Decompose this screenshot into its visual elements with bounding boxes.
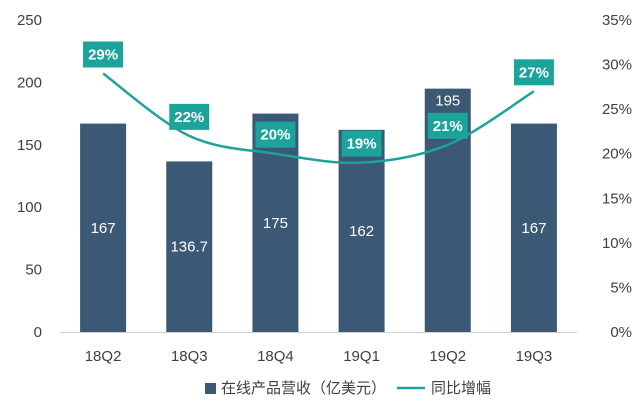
x-tick-label: 18Q3: [171, 348, 208, 365]
legend: 在线产品营收（亿美元） 同比增幅: [205, 380, 491, 397]
legend-label-bar: 在线产品营收（亿美元）: [221, 380, 386, 397]
right-tick-label: 20%: [602, 146, 632, 163]
x-tick-label: 19Q3: [516, 348, 553, 365]
right-tick-label: 30%: [602, 57, 632, 74]
line-value-label: 22%: [174, 109, 204, 126]
bar-19Q3: [510, 123, 557, 332]
bar-18Q4: [252, 113, 299, 332]
bar-value-label: 195: [435, 93, 460, 110]
left-tick-label: 150: [17, 137, 42, 154]
right-tick-label: 15%: [602, 190, 632, 207]
left-tick-label: 250: [17, 12, 42, 29]
bar-value-label: 162: [349, 223, 374, 240]
x-tick-label: 19Q1: [343, 348, 380, 365]
left-tick-label: 0: [34, 324, 42, 341]
right-tick-label: 5%: [610, 279, 632, 296]
bar-value-label: 175: [263, 215, 288, 232]
x-axis-ticks: 18Q2 18Q3 18Q4 19Q1 19Q2 19Q3: [85, 348, 553, 365]
line-label-box: [255, 121, 296, 148]
left-tick-label: 200: [17, 74, 42, 91]
x-tick-label: 19Q2: [429, 348, 466, 365]
right-axis-ticks: 0% 5% 10% 15% 20% 25% 30% 35%: [602, 12, 632, 341]
line-value-label: 29%: [88, 46, 118, 63]
right-tick-label: 35%: [602, 12, 632, 29]
line-label-box: [427, 112, 468, 139]
legend-swatch-bar: [205, 383, 216, 394]
line-value-label: 27%: [519, 64, 549, 81]
line-value-label: 20%: [260, 127, 290, 144]
line-label-box: [83, 41, 124, 68]
left-axis-ticks: 0 50 100 150 200 250: [17, 12, 42, 341]
right-tick-label: 25%: [602, 101, 632, 118]
right-tick-label: 10%: [602, 235, 632, 252]
bar-value-label: 167: [91, 220, 116, 237]
line-value-label: 19%: [347, 136, 377, 153]
bar-value-labels: 167 136.7 175 162 195 167: [91, 93, 547, 256]
line-label-box: [513, 59, 554, 86]
line-label-box: [341, 130, 382, 157]
line-value-labels: 29% 22% 20% 19% 21% 27%: [83, 41, 554, 157]
bar-18Q3: [166, 161, 213, 332]
bar-18Q2: [80, 123, 127, 332]
left-tick-label: 100: [17, 199, 42, 216]
left-tick-label: 50: [25, 262, 42, 279]
legend-label-line: 同比增幅: [431, 380, 491, 397]
x-tick-label: 18Q4: [257, 348, 294, 365]
x-tick-label: 18Q2: [85, 348, 122, 365]
line-value-label: 21%: [433, 118, 463, 135]
bar-value-label: 167: [521, 220, 546, 237]
line-label-box: [169, 103, 210, 130]
bar-value-label: 136.7: [170, 239, 208, 256]
right-tick-label: 0%: [610, 324, 632, 341]
